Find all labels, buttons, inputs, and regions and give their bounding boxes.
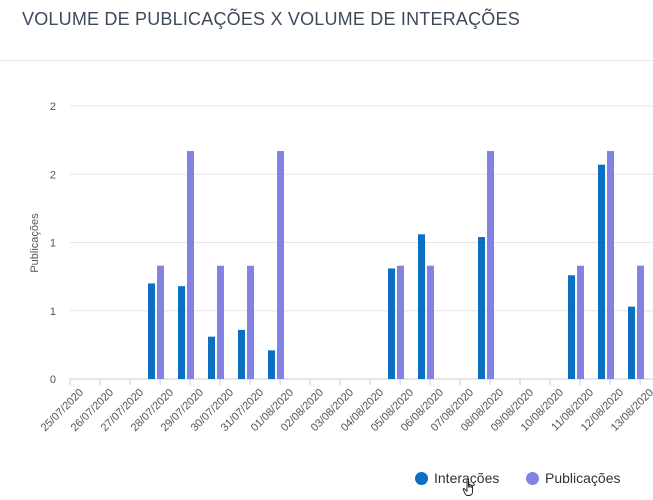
x-axis-ticks: 25/07/202026/07/202027/07/202028/07/2020… (39, 379, 653, 434)
bar-publicacoes[interactable] (157, 265, 164, 379)
bar-publicacoes[interactable] (637, 265, 644, 379)
legend-swatch-publicacoes (526, 471, 539, 485)
y-tick-label: 1 (50, 238, 56, 250)
bar-publicacoes[interactable] (217, 265, 224, 379)
legend-label-publicacoes: Publicações (545, 470, 621, 486)
chart-title: VOLUME DE PUBLICAÇÕES X VOLUME DE INTERA… (22, 9, 520, 29)
bar-publicacoes[interactable] (277, 151, 284, 379)
title-divider (0, 60, 653, 61)
y-axis-ticks: 0 1 1 2 2 (50, 101, 56, 386)
bar-interacoes[interactable] (628, 306, 635, 379)
bar-interacoes[interactable] (208, 336, 215, 379)
cursor-hand-icon (462, 478, 474, 496)
bar-chart: 0 1 1 2 2 Publicações 25/07/202026/07/202027… (29, 101, 653, 434)
legend-label-interacoes: Interações (434, 470, 500, 486)
bar-interacoes[interactable] (418, 234, 425, 379)
bar-publicacoes[interactable] (397, 265, 404, 379)
bar-publicacoes[interactable] (427, 265, 434, 379)
bar-interacoes[interactable] (568, 275, 575, 379)
bar-interacoes[interactable] (178, 286, 185, 379)
y-tick-label: 0 (50, 374, 56, 386)
bar-interacoes[interactable] (268, 350, 275, 379)
bar-publicacoes[interactable] (487, 151, 494, 379)
y-tick-label: 2 (50, 169, 56, 181)
legend-swatch-interacoes (415, 471, 428, 485)
bar-interacoes[interactable] (148, 283, 155, 379)
gridlines (70, 105, 653, 380)
bar-interacoes[interactable] (238, 329, 245, 379)
bar-publicacoes[interactable] (607, 151, 614, 379)
y-axis-title: Publicações (29, 213, 41, 273)
bar-interacoes[interactable] (598, 164, 605, 379)
legend: Interações Publicações (0, 470, 653, 492)
bar-interacoes[interactable] (388, 268, 395, 379)
bar-interacoes[interactable] (478, 237, 485, 379)
y-tick-label: 1 (50, 306, 56, 318)
bars (148, 151, 644, 379)
bar-publicacoes[interactable] (247, 265, 254, 379)
bar-publicacoes[interactable] (187, 151, 194, 379)
legend-item-publicacoes[interactable]: Publicações (526, 470, 621, 486)
y-tick-label: 2 (50, 101, 56, 113)
bar-publicacoes[interactable] (577, 265, 584, 379)
legend-item-interacoes[interactable]: Interações (415, 470, 499, 486)
